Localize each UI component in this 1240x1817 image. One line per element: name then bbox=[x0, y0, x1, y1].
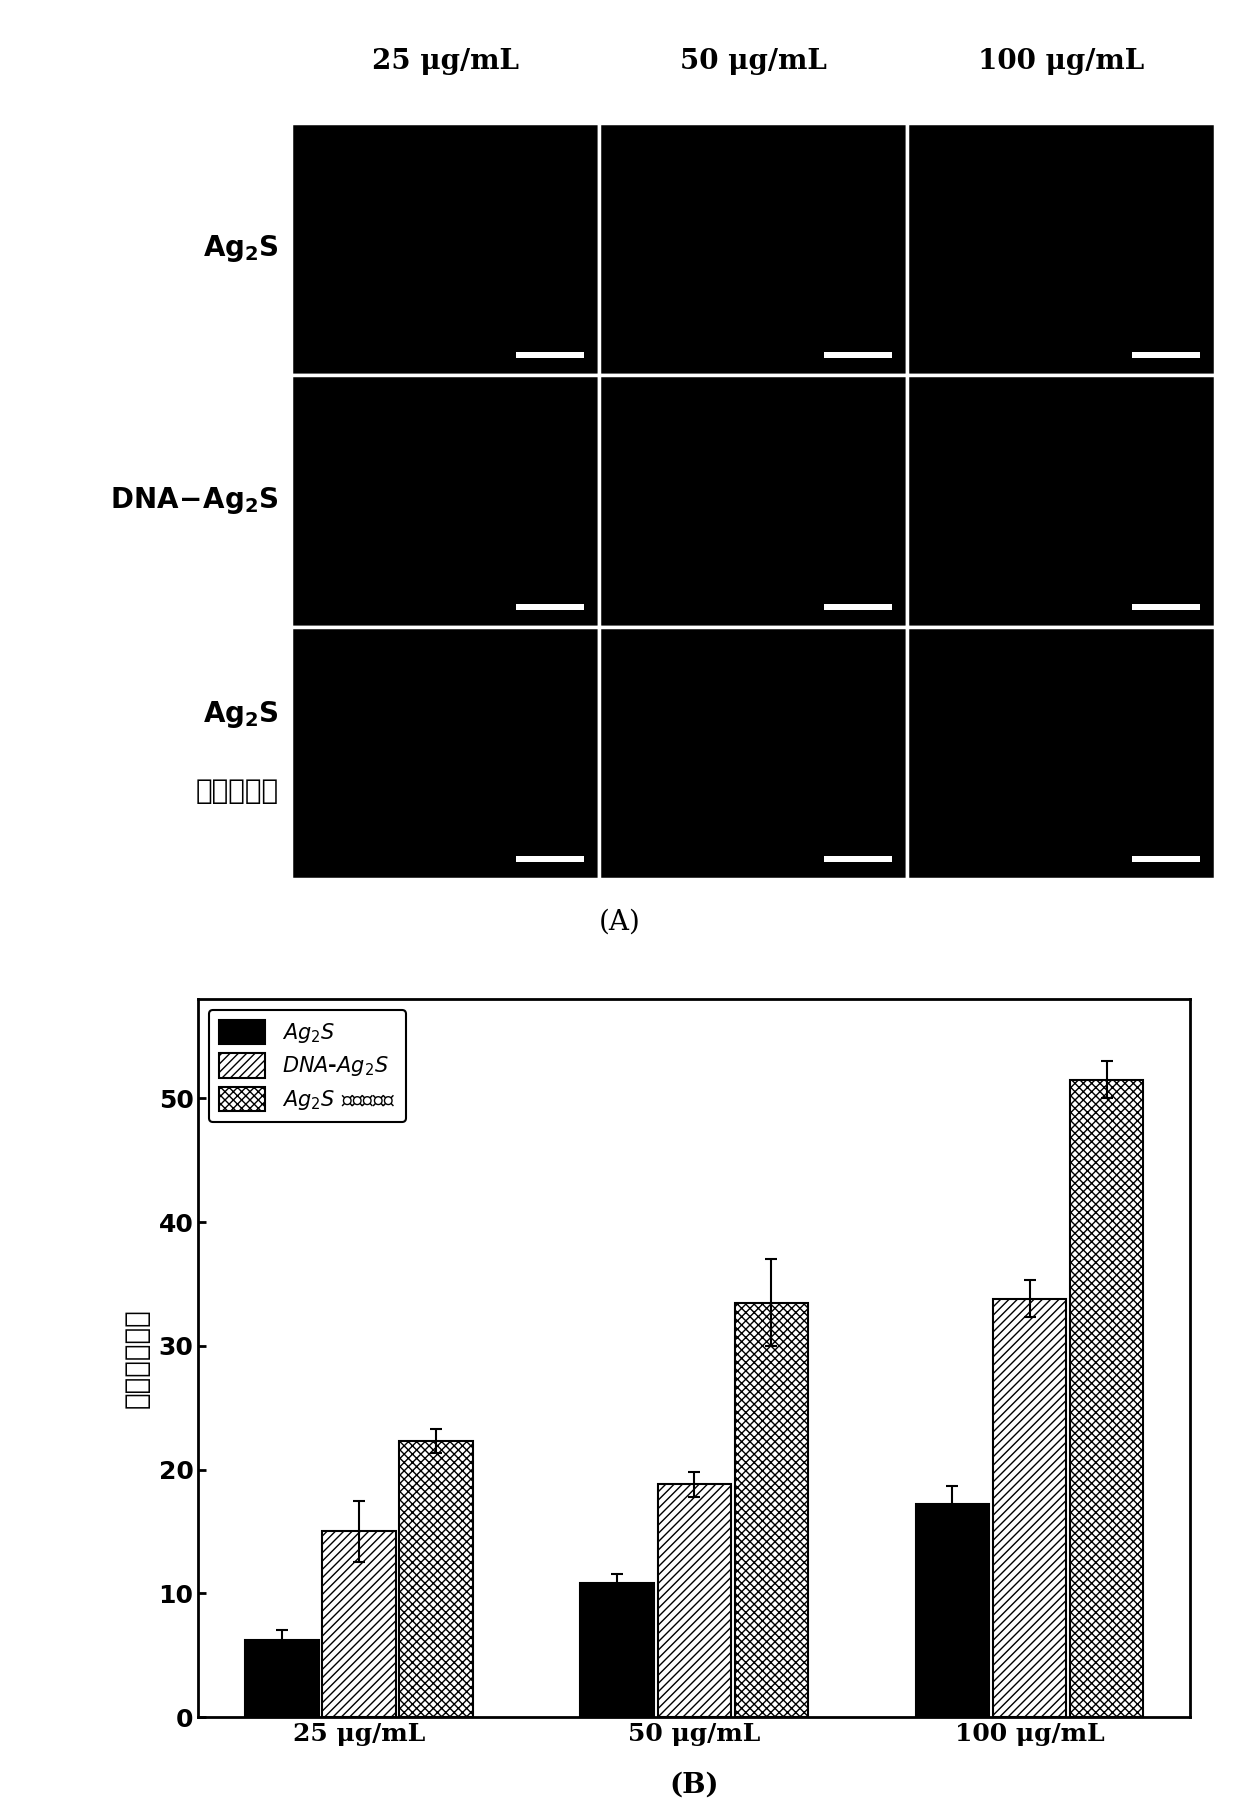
Bar bbox=[1132, 856, 1200, 861]
Bar bbox=[915, 1504, 990, 1717]
Bar bbox=[1070, 1079, 1143, 1717]
Bar bbox=[599, 374, 908, 627]
Bar bbox=[322, 1532, 396, 1717]
Bar bbox=[516, 856, 584, 861]
Bar bbox=[291, 374, 599, 627]
Bar bbox=[908, 374, 1215, 627]
Legend: $Ag_2S$, $DNA$-$Ag_2S$, $Ag_2S$ 纳米组装体: $Ag_2S$, $DNA$-$Ag_2S$, $Ag_2S$ 纳米组装体 bbox=[208, 1010, 405, 1123]
Text: 25 μg/mL: 25 μg/mL bbox=[372, 47, 518, 74]
Text: (A): (A) bbox=[599, 908, 641, 936]
Bar bbox=[599, 627, 908, 879]
Bar bbox=[580, 1583, 655, 1717]
Bar bbox=[657, 1484, 732, 1717]
Bar bbox=[1132, 603, 1200, 611]
Text: $\mathbf{DNA\!-\!Ag_2S}$: $\mathbf{DNA\!-\!Ag_2S}$ bbox=[110, 485, 279, 516]
Text: $\mathbf{Ag_2S}$: $\mathbf{Ag_2S}$ bbox=[203, 233, 279, 263]
Bar bbox=[291, 627, 599, 879]
Text: 100 μg/mL: 100 μg/mL bbox=[978, 47, 1145, 74]
Bar bbox=[825, 352, 893, 358]
Text: (B): (B) bbox=[670, 1772, 719, 1799]
Bar bbox=[516, 352, 584, 358]
Bar bbox=[399, 1441, 474, 1717]
Bar bbox=[1132, 352, 1200, 358]
Text: 纳米组装体: 纳米组装体 bbox=[196, 776, 279, 805]
Bar bbox=[599, 124, 908, 374]
Bar bbox=[291, 124, 599, 374]
Bar bbox=[993, 1299, 1066, 1717]
Bar bbox=[246, 1641, 319, 1717]
Bar bbox=[908, 627, 1215, 879]
Y-axis label: 平均荧光强度: 平均荧光强度 bbox=[123, 1308, 150, 1408]
Bar bbox=[825, 603, 893, 611]
Text: 50 μg/mL: 50 μg/mL bbox=[680, 47, 827, 74]
Bar bbox=[516, 603, 584, 611]
Text: $\mathbf{Ag_2S}$: $\mathbf{Ag_2S}$ bbox=[203, 700, 279, 730]
Bar bbox=[908, 124, 1215, 374]
Bar bbox=[825, 856, 893, 861]
Bar bbox=[734, 1303, 808, 1717]
